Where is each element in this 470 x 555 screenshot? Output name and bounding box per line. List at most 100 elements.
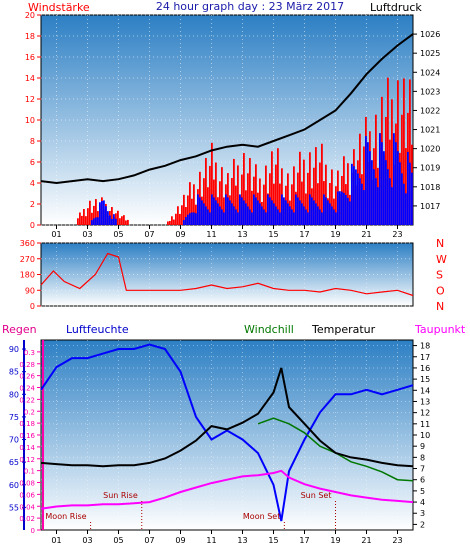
wind-bar [363,146,365,225]
wind-bar [85,216,87,225]
gust-bar [255,197,257,225]
wind-bar [307,172,309,225]
gust-bar [97,217,99,225]
humidity-tick-label: 55 [9,503,19,512]
wind-bar [313,167,315,225]
gust-bar [399,162,401,225]
rain-tick-label: 0.26 [19,373,35,381]
hour-tick-label: 17 [299,536,309,545]
gust-bar [259,203,261,225]
gust-bar [279,212,281,225]
wind-bar [335,186,337,225]
gust-bar [245,203,247,225]
gust-bar [313,200,315,225]
hour-tick-label: 01 [51,536,61,545]
humidity-tick-label: 65 [9,458,19,467]
temperature-tick-label: 10 [420,431,430,440]
gust-bar [375,178,377,225]
gust-bar [105,206,107,225]
gust-bar [411,172,413,225]
pressure-tick-label: 1024 [420,68,440,77]
gust-bar [283,197,285,225]
gust-bar [243,200,245,225]
wind-tick-label: 2 [30,200,35,209]
wind-bar [95,199,97,225]
wind-bar [325,164,327,225]
gust-bar [203,203,205,225]
wind-bar [177,206,179,225]
gust-bar [225,194,227,225]
temperature-tick-label: 6 [420,476,425,485]
gust-bar [217,203,219,225]
gust-bar [377,187,379,225]
hour-tick-label: 05 [113,230,123,239]
rain-tick-label: 0.24 [19,385,35,393]
hour-tick-label: 13 [237,536,247,545]
gust-bar [253,194,255,225]
gust-bar [291,209,293,225]
rain-tick-label: 0.16 [19,432,35,440]
gust-bar [397,151,399,225]
gust-bar [333,209,335,225]
gust-bar [381,142,383,225]
wind-tick-label: 10 [25,116,35,125]
gust-bar [319,209,321,225]
wind-bar [183,194,185,225]
pressure-tick-label: 1026 [420,30,440,39]
gust-bar [215,200,217,225]
gust-bar [199,197,201,225]
wind-bar [303,159,305,225]
wind-bar [79,212,81,225]
gust-bar [107,211,109,225]
gust-bar [293,212,295,225]
gust-bar [275,206,277,225]
wind-bar [409,79,411,226]
wind-bar [331,169,333,225]
direction-tick-label: 0 [30,302,35,311]
wind-bar [119,218,121,225]
temperature-tick-label: 13 [420,397,430,406]
humidity-line [40,343,414,522]
rain-legend: Regen [2,323,37,336]
gust-bar [239,194,241,225]
event-label: Moon Rise [45,512,86,521]
wind-axis-title: Windstärke [28,1,90,14]
pressure-tick-label: 1018 [420,183,440,192]
gust-bar [365,136,367,225]
wind-bar [249,157,251,225]
gust-bar [101,200,103,225]
gust-bar [387,169,389,225]
rain-tick-label: 0.14 [19,444,35,452]
pressure-tick-label: 1025 [420,49,440,58]
event-label: Sun Set [301,491,332,500]
gust-bar [395,142,397,225]
pressure-tick-label: 1020 [420,145,440,154]
hour-tick-label: 19 [330,536,340,545]
gust-bar [323,194,325,225]
rain-tick-label: 0 [31,527,35,535]
gust-bar [111,218,113,225]
pressure-tick-label: 1023 [420,87,440,96]
humidity-tick-label: 70 [9,436,19,445]
gust-bar [353,166,355,225]
temperature-tick-label: 5 [420,487,425,496]
gust-bar [235,209,237,225]
compass-label: O [436,284,445,297]
wind-tick-label: 16 [25,53,35,62]
gust-bar [191,212,193,225]
gust-bar [359,178,361,225]
wind-bar [321,143,323,225]
gust-bar [299,200,301,225]
rain-tick-label: 0.1 [24,468,35,476]
gust-bar [303,206,305,225]
gust-bar [285,200,287,225]
humidity-tick-label: 90 [9,345,19,354]
gust-bar [409,162,411,225]
wind-bar [343,156,345,225]
gust-bar [405,193,407,225]
direction-tick-label: 90 [25,286,35,295]
hour-tick-label: 03 [82,230,92,239]
compass-label: W [436,253,447,266]
wind-bar [275,164,277,225]
gust-bar [229,200,231,225]
